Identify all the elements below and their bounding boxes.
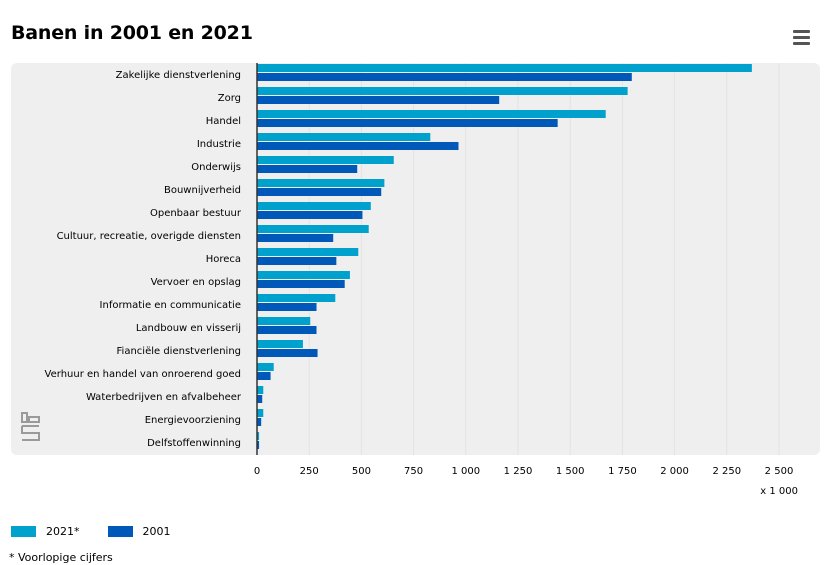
category-label: Verhuur en handel van onroerend goed (45, 369, 241, 380)
category-label: Vervoer en opslag (151, 277, 241, 288)
bar-2021 (257, 248, 359, 256)
cbs-logo-icon (21, 412, 40, 441)
category-label: Zorg (218, 93, 241, 104)
legend-label-2001[interactable]: 2001 (142, 525, 171, 538)
bar-2001 (257, 303, 317, 311)
bar-2021 (257, 87, 628, 95)
x-tick-label: 0 (254, 466, 260, 477)
x-tick-label: 1 250 (504, 466, 533, 477)
bar-2021 (257, 156, 394, 164)
bar-2021 (257, 64, 752, 72)
bar-2021 (257, 179, 385, 187)
menu-icon[interactable] (793, 30, 813, 46)
category-label: Cultuur, recreatie, overigde diensten (57, 231, 241, 242)
legend-swatch-2001[interactable] (107, 526, 133, 537)
bar-2021 (257, 409, 264, 417)
bar-2021 (257, 340, 303, 348)
footnote: * Voorlopige cijfers (9, 551, 113, 564)
category-label: Handel (206, 116, 241, 127)
bar-2021 (257, 133, 431, 141)
bar-2001 (257, 142, 459, 150)
bar-2001 (257, 441, 260, 449)
x-tick-label: 250 (300, 466, 319, 477)
x-tick-label: 1 750 (608, 466, 637, 477)
bar-2021 (257, 363, 274, 371)
bar-2021 (257, 271, 350, 279)
bar-2021 (257, 225, 369, 233)
bar-2001 (257, 119, 558, 127)
bar-2001 (257, 234, 334, 242)
legend: 2021* 2001 (11, 525, 199, 538)
bar-2021 (257, 202, 371, 210)
bar-2001 (257, 326, 317, 334)
category-label: Delfstoffenwinning (147, 438, 241, 449)
chart: Zakelijke dienstverlening Zorg Handel Indus… (11, 63, 820, 497)
bar-2001 (257, 418, 262, 426)
plot-background (11, 63, 820, 455)
x-tick-label: 750 (404, 466, 423, 477)
x-tick-label: 2 500 (765, 466, 794, 477)
category-label: Zakelijke dienstverlening (116, 70, 241, 81)
category-label: Openbaar bestuur (150, 208, 242, 219)
category-label: Onderwijs (191, 162, 241, 173)
bar-2021 (257, 317, 311, 325)
x-tick-label: 2 250 (712, 466, 741, 477)
legend-label-2021[interactable]: 2021* (46, 525, 80, 538)
unit-label: x 1 000 (760, 486, 798, 497)
bar-2001 (257, 188, 382, 196)
x-tick-label: 500 (352, 466, 371, 477)
category-label: Energievoorziening (145, 415, 241, 426)
bar-2021 (257, 110, 606, 118)
x-tick-label: 1 500 (556, 466, 585, 477)
bar-2021 (257, 432, 260, 440)
category-label: Informatie en communicatie (100, 300, 241, 311)
bar-2001 (257, 395, 263, 403)
x-tick-label: 2 000 (660, 466, 689, 477)
bar-2001 (257, 73, 632, 81)
bar-2001 (257, 96, 500, 104)
bar-2001 (257, 165, 358, 173)
bar-2021 (257, 294, 336, 302)
category-label: Bouwnijverheid (164, 185, 241, 196)
bar-2001 (257, 372, 271, 380)
category-label: Horeca (206, 254, 241, 265)
legend-swatch-2021[interactable] (11, 526, 36, 537)
chart-title: Banen in 2001 en 2021 (11, 22, 253, 44)
bar-2001 (257, 211, 363, 219)
bar-2001 (257, 280, 345, 288)
category-label: Fianciële dienstverlening (117, 346, 241, 357)
bar-2021 (257, 386, 264, 394)
category-label: Waterbedrijven en afvalbeheer (86, 392, 242, 403)
category-label: Industrie (197, 139, 241, 150)
x-tick-label: 1 000 (451, 466, 480, 477)
category-label: Landbouw en visserij (136, 323, 241, 334)
bar-2001 (257, 349, 318, 357)
bar-2001 (257, 257, 337, 265)
